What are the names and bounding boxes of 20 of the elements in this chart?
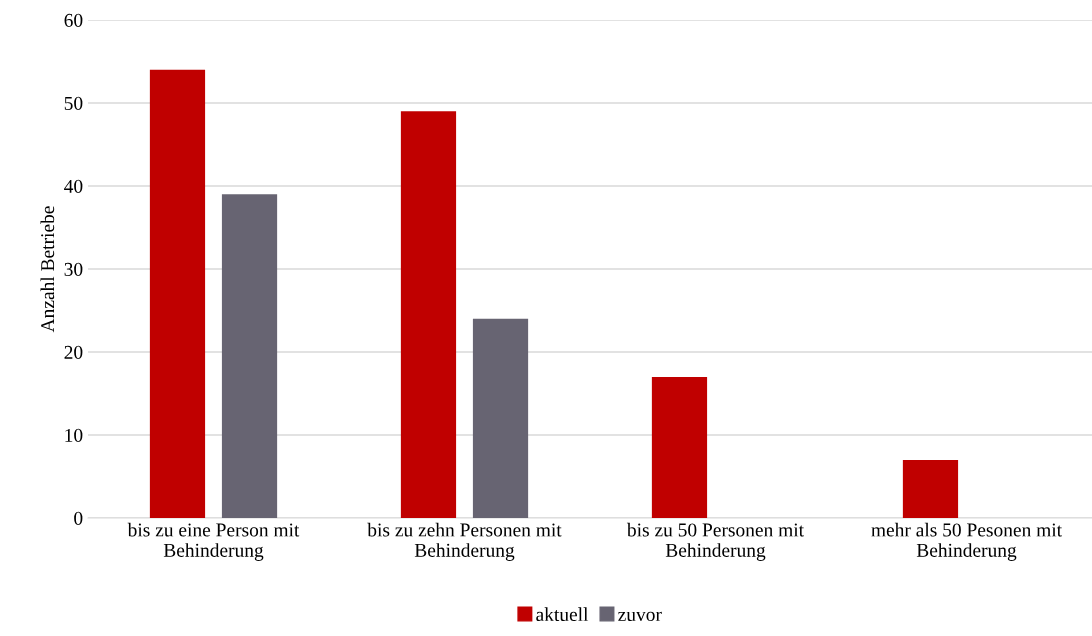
x-tick-label: bis zu eine Person mit Behinderung: [127, 522, 300, 561]
y-tick-label: 0: [74, 511, 83, 525]
bar: [400, 111, 457, 518]
legend-label: aktuell: [536, 607, 589, 622]
legend-label: zuvor: [618, 611, 662, 622]
y-tick-label: 40: [64, 179, 83, 193]
x-tick-label: bis zu zehn Personen mit Behinderung: [367, 522, 562, 561]
y-tick-label: 60: [64, 13, 83, 27]
y-tick-label: 20: [64, 345, 83, 359]
x-tick-label: mehr als 50 Pesonen mit Behinderung: [871, 522, 1062, 561]
bar: [149, 69, 206, 518]
y-axis-title: Anzahl Betriebe: [40, 206, 55, 333]
bar: [221, 194, 278, 518]
y-tick-label: 10: [65, 428, 83, 442]
y-tick-label: 30: [64, 262, 83, 276]
bar: [472, 318, 529, 518]
bar: [651, 376, 708, 518]
x-tick-label: bis zu 50 Personen mit Behinderung: [626, 522, 804, 561]
bar: [902, 459, 959, 518]
y-tick-label: 50: [64, 96, 83, 110]
